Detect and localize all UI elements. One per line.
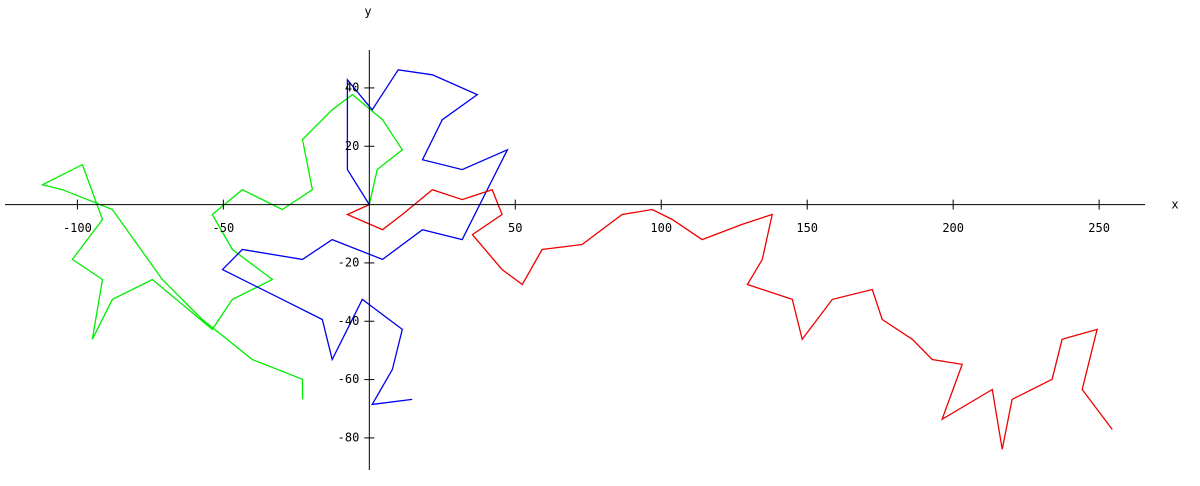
y-axis-label: y [364, 5, 371, 19]
y-tick-label: -60 [338, 372, 360, 386]
walk-line [221, 69, 509, 406]
y-tick-label: 40 [345, 80, 359, 94]
y-tick-label: -80 [338, 430, 360, 444]
x-tick-label: 250 [1088, 221, 1110, 235]
x-tick-label: 150 [796, 221, 818, 235]
x-tick-label: -100 [63, 221, 92, 235]
walk-line [40, 93, 404, 400]
y-tick-label: 20 [345, 139, 359, 153]
x-tick-label: 200 [942, 221, 964, 235]
walk-line [345, 188, 1113, 450]
x-tick-label: -50 [213, 221, 235, 235]
x-axis-label: x [1171, 198, 1178, 212]
y-tick-label: -20 [338, 255, 360, 269]
x-tick-label: 50 [508, 221, 522, 235]
y-tick-label: -40 [338, 314, 360, 328]
x-tick-label: 100 [650, 221, 672, 235]
